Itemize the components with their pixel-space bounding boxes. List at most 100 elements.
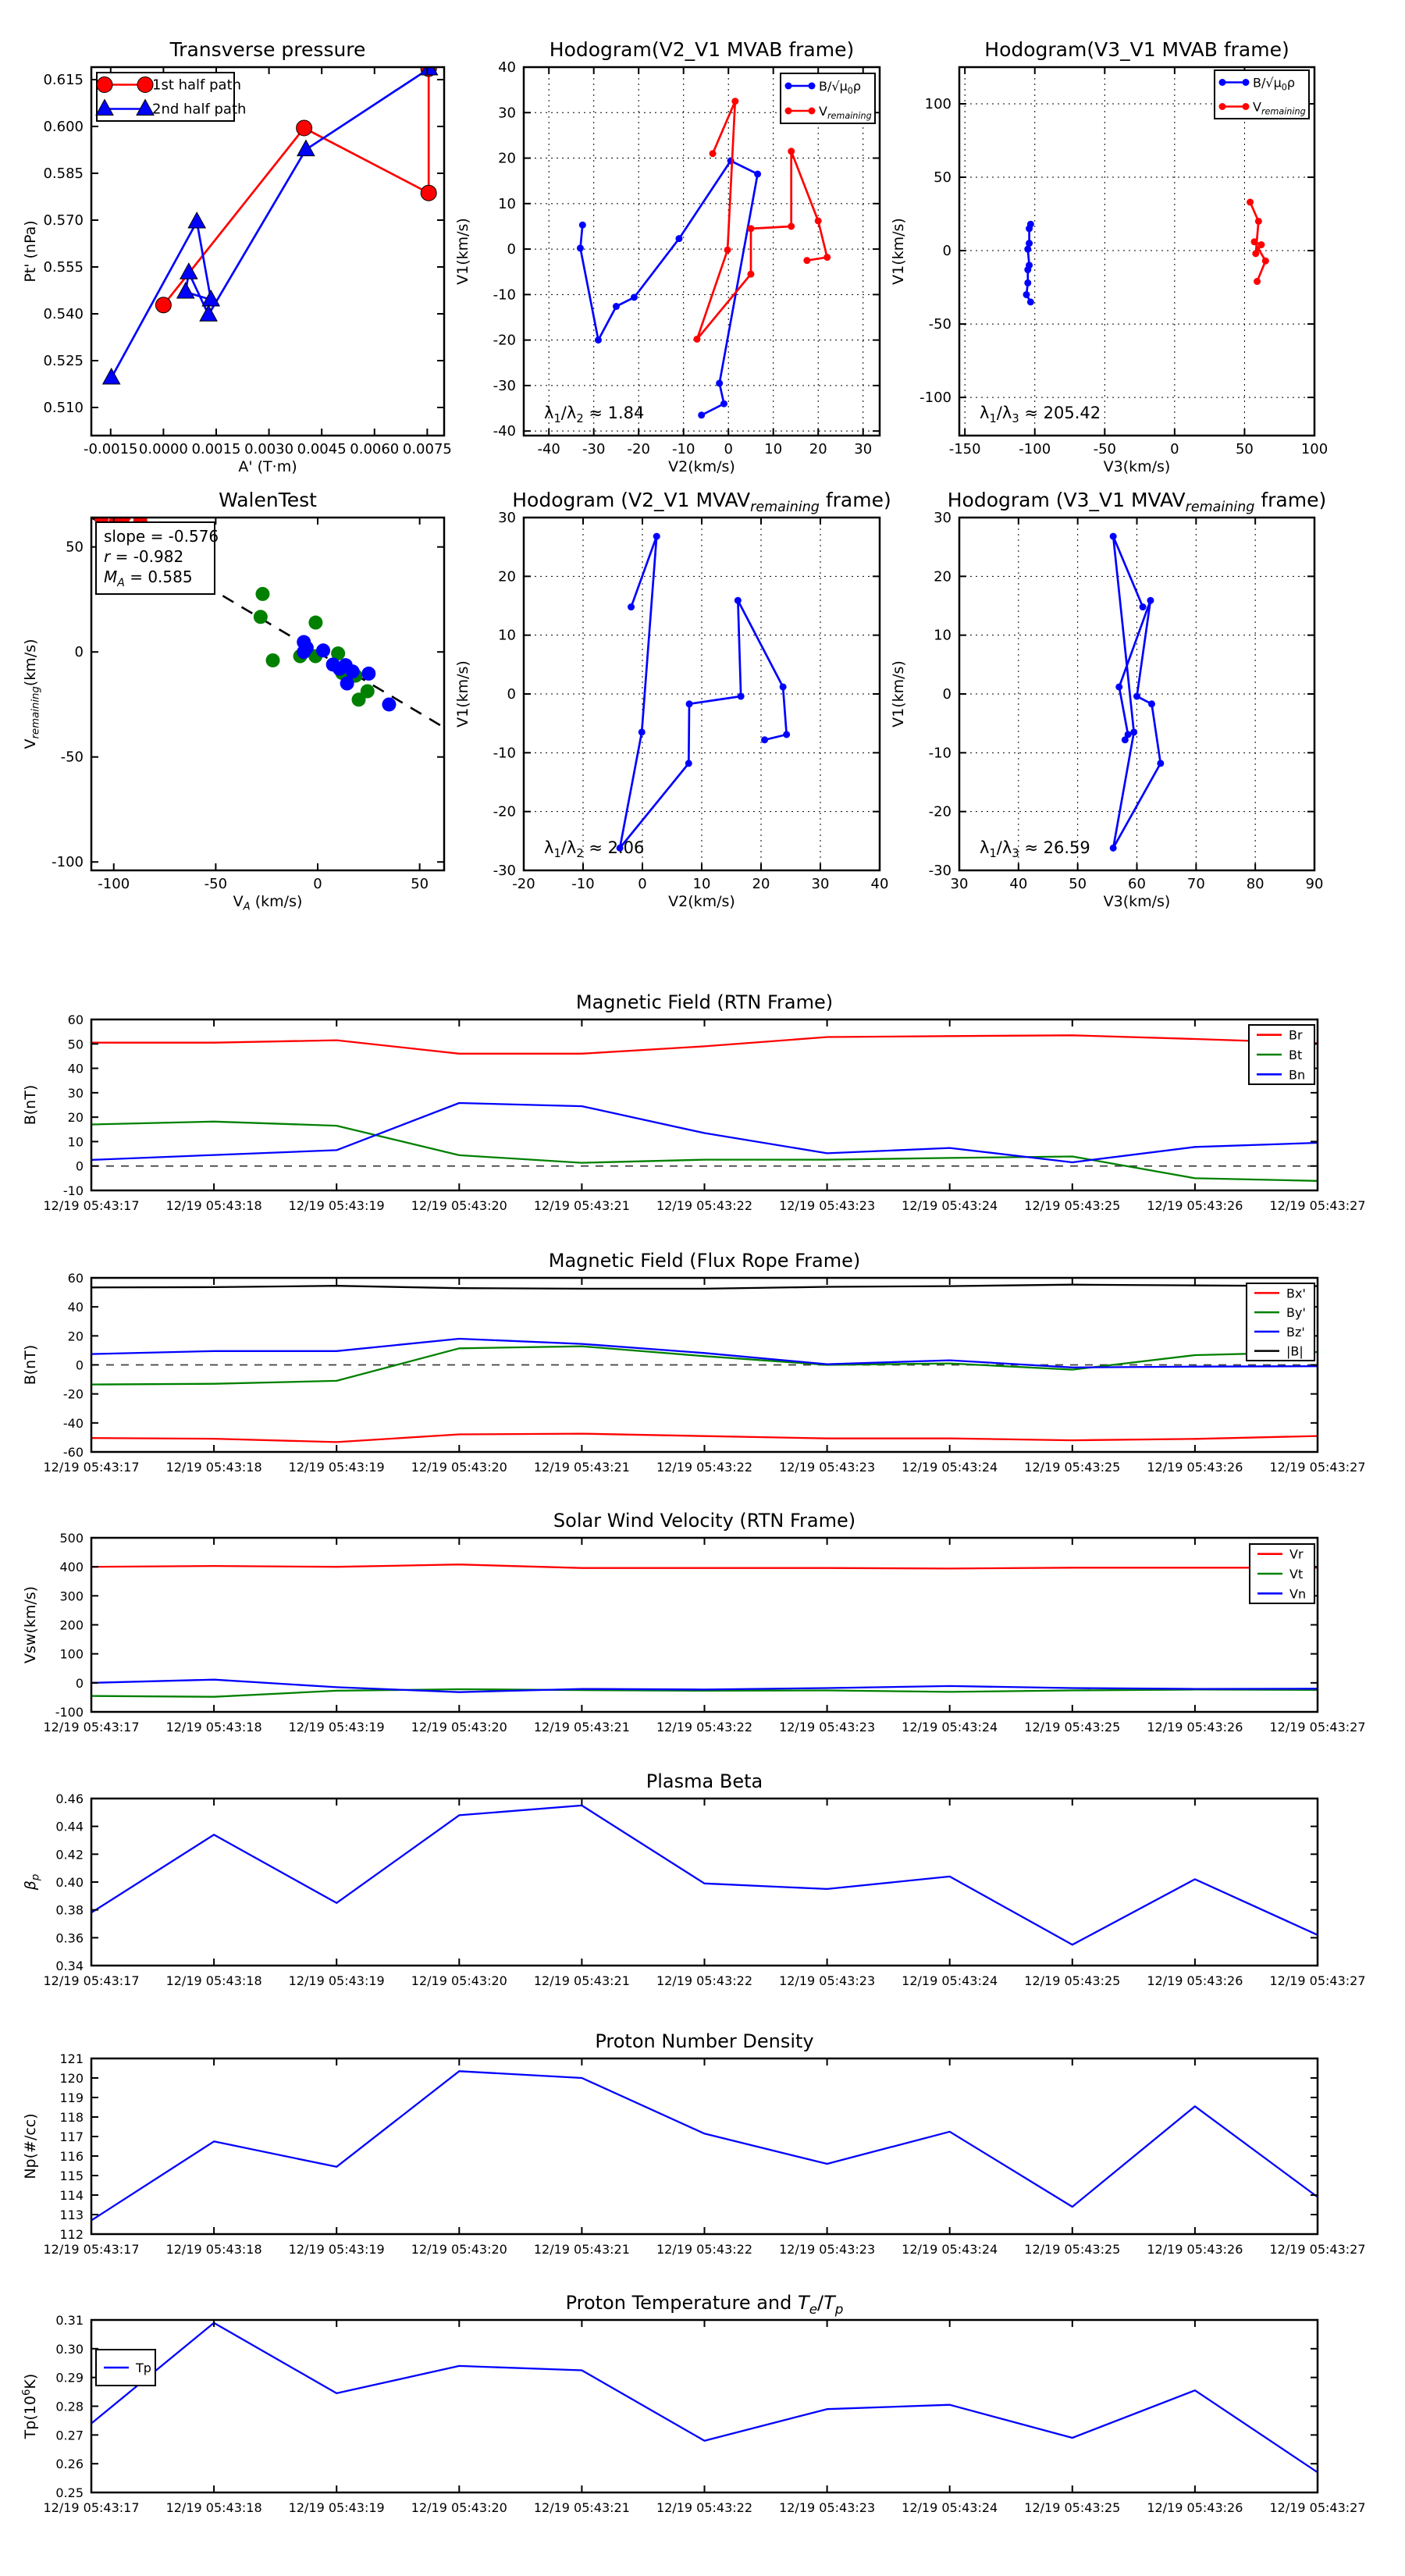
y-axis-label: Vsw(km/s) bbox=[22, 1586, 39, 1663]
x-tick-label: -50 bbox=[1094, 441, 1116, 457]
x-tick-label: 30 bbox=[951, 876, 969, 892]
legend-label: Vremaining bbox=[819, 104, 872, 121]
x-tick-label: 12/19 05:43:21 bbox=[534, 2242, 630, 2257]
y-tick-label: -40 bbox=[493, 423, 516, 439]
x-axis-label: V2(km/s) bbox=[668, 458, 735, 475]
x-tick-label: -10 bbox=[571, 876, 594, 892]
y-tick-label: 0.42 bbox=[55, 1847, 84, 1862]
legend-label: Bz' bbox=[1286, 1325, 1305, 1340]
x-axis-label: V3(km/s) bbox=[1104, 458, 1171, 475]
y-tick-label: 500 bbox=[59, 1531, 84, 1546]
y-tick-label: 60 bbox=[68, 1271, 84, 1286]
x-tick-label: 0 bbox=[638, 876, 646, 892]
chart-hodogram-v2v1-mvab: -40 -30 -20 -10 0 10 20 30 -40 -30 -20 -10 0 10 20 30 40… bbox=[454, 38, 881, 475]
y-tick-label: 40 bbox=[498, 59, 516, 76]
x-tick-label: 0.0000 bbox=[139, 441, 188, 457]
series-Bn bbox=[91, 1101, 1318, 1164]
x-tick-label: 12/19 05:43:22 bbox=[656, 1198, 752, 1213]
y-tick-label: 0.40 bbox=[55, 1875, 84, 1890]
x-tick-label: 12/19 05:43:18 bbox=[166, 1460, 262, 1475]
x-tick-label: 40 bbox=[871, 876, 889, 892]
chart-title: Hodogram (V3_V1 MVAVremaining frame) bbox=[948, 489, 1327, 515]
legend: 1st half path 2nd half path bbox=[95, 72, 246, 122]
stats-line: MA = 0.585 bbox=[104, 568, 193, 589]
x-tick-label: 12/19 05:43:19 bbox=[289, 2500, 385, 2515]
legend-label: Vt bbox=[1289, 1567, 1303, 1582]
x-tick-label: 12/19 05:43:21 bbox=[534, 1460, 630, 1475]
y-tick-label: 0.27 bbox=[55, 2428, 84, 2443]
x-axis-label: V3(km/s) bbox=[1104, 893, 1171, 910]
y-tick-label: -30 bbox=[493, 863, 516, 879]
grid bbox=[524, 518, 880, 870]
series-B-over-sqrt-mu0rho bbox=[1023, 220, 1034, 306]
x-tick-label: 12/19 05:43:24 bbox=[902, 2242, 998, 2257]
y-tick-label: 116 bbox=[59, 2149, 84, 2164]
chart-title: Hodogram(V3_V1 MVAB frame) bbox=[984, 38, 1289, 61]
x-axis-label: VA (km/s) bbox=[233, 893, 303, 913]
x-tick-label: 12/19 05:43:19 bbox=[289, 1973, 385, 1988]
y-tick-label: 0 bbox=[76, 1159, 84, 1174]
y-tick-label: 0.600 bbox=[43, 119, 84, 135]
y-tick-label: 118 bbox=[59, 2110, 84, 2125]
x-tick-label: 12/19 05:43:22 bbox=[656, 1973, 752, 1988]
x-tick-label: 12/19 05:43:22 bbox=[656, 2500, 752, 2515]
x-tick-label: 12/19 05:43:19 bbox=[289, 1198, 385, 1213]
x-tick-label: 12/19 05:43:20 bbox=[411, 2500, 507, 2515]
y-axis-label: Tp(106K) bbox=[21, 2374, 39, 2440]
y-tick-label: -20 bbox=[493, 804, 516, 820]
legend-label: Bx' bbox=[1286, 1286, 1306, 1300]
legend-label: Vr bbox=[1289, 1547, 1304, 1562]
y-tick-label: -100 bbox=[52, 854, 84, 870]
axis-ticks: -100 -50 0 50 -100 -50 0 50 bbox=[52, 518, 444, 892]
y-tick-label: 20 bbox=[934, 568, 951, 585]
x-tick-label: 12/19 05:43:23 bbox=[779, 2242, 875, 2257]
x-tick-label: -40 bbox=[537, 441, 560, 457]
series-V-hodogram bbox=[1109, 532, 1165, 852]
y-tick-label: -100 bbox=[55, 1705, 84, 1720]
axes-frame bbox=[90, 2318, 1319, 2494]
y-tick-label: 115 bbox=[59, 2169, 84, 2183]
y-axis-label: Vremaining(km/s) bbox=[22, 639, 42, 749]
axes-frame bbox=[958, 66, 1316, 437]
x-tick-label: 12/19 05:43:23 bbox=[779, 1973, 875, 1988]
y-axis-label: V1(km/s) bbox=[890, 218, 907, 285]
x-axis-label: A' (T·m) bbox=[238, 458, 297, 475]
y-tick-label: -60 bbox=[63, 1445, 84, 1460]
axes-frame bbox=[90, 2057, 1319, 2236]
x-tick-label: 70 bbox=[1187, 876, 1205, 892]
x-tick-label: 12/19 05:43:27 bbox=[1269, 2242, 1365, 2257]
y-tick-label: 0.26 bbox=[55, 2457, 84, 2471]
x-tick-label: 12/19 05:43:27 bbox=[1269, 1198, 1365, 1213]
x-tick-label: 40 bbox=[1009, 876, 1027, 892]
y-tick-label: 112 bbox=[59, 2227, 84, 2242]
y-tick-label: 119 bbox=[59, 2090, 84, 2105]
x-tick-label: 12/19 05:43:26 bbox=[1147, 1973, 1243, 1988]
x-tick-label: 12/19 05:43:17 bbox=[43, 1973, 139, 1988]
chart-title: Transverse pressure bbox=[169, 38, 366, 61]
y-tick-label: 100 bbox=[925, 96, 951, 112]
legend: B/√μ0ρ Vremaining bbox=[780, 73, 876, 124]
x-tick-label: 12/19 05:43:21 bbox=[534, 2500, 630, 2515]
x-tick-label: 100 bbox=[1301, 441, 1328, 457]
y-axis-label: V1(km/s) bbox=[454, 660, 471, 728]
x-tick-label: 12/19 05:43:19 bbox=[289, 1460, 385, 1475]
y-tick-label: 0.46 bbox=[55, 1791, 84, 1806]
y-tick-label: 0.570 bbox=[43, 212, 84, 229]
axis-ticks: 30 40 50 60 70 80 90 -30 -20 -10 0 10 20 30 bbox=[929, 510, 1324, 892]
x-tick-label: 10 bbox=[764, 441, 782, 457]
y-tick-label: 120 bbox=[59, 2071, 84, 2086]
x-tick-label: 12/19 05:43:21 bbox=[534, 1973, 630, 1988]
x-tick-label: 50 bbox=[1069, 876, 1087, 892]
chart-title: Magnetic Field (RTN Frame) bbox=[576, 991, 833, 1013]
x-tick-label: 12/19 05:43:22 bbox=[656, 2242, 752, 2257]
x-tick-label: 0.0030 bbox=[244, 441, 293, 457]
y-tick-label: -20 bbox=[493, 333, 516, 349]
x-tick-label: 12/19 05:43:26 bbox=[1147, 2242, 1243, 2257]
legend: Vr Vt Vn bbox=[1249, 1543, 1315, 1604]
x-tick-label: 0.0015 bbox=[191, 441, 240, 457]
axes-frame bbox=[522, 66, 881, 437]
x-tick-label: 12/19 05:43:27 bbox=[1269, 1973, 1365, 1988]
y-tick-label: 400 bbox=[59, 1560, 84, 1574]
